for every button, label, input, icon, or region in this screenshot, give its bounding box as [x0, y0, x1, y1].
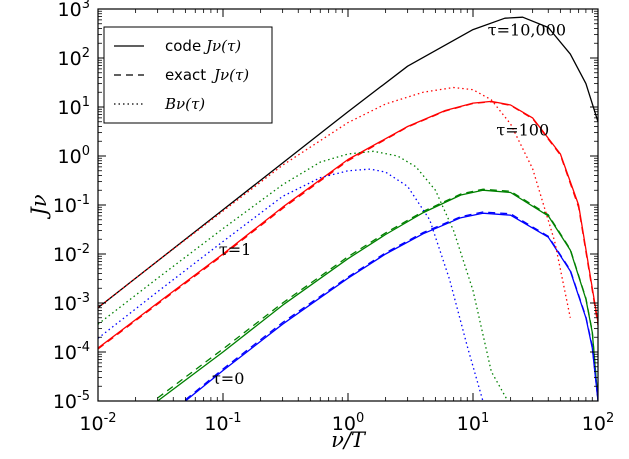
legend: code Jν(τ) exact Jν(τ) Bν(τ) [103, 26, 273, 124]
y-tick-label-8: 103 [58, 0, 90, 21]
y-tick-label-6: 101 [58, 95, 90, 119]
legend-math-blackbody: Bν(τ) [164, 95, 205, 113]
x-tick-label-0: 10-2 [79, 411, 116, 435]
series-line-1 [98, 100, 598, 349]
y-tick-label-2: 10-3 [53, 291, 90, 315]
annotation-label-2: τ=1 [219, 240, 251, 259]
series-line-9 [98, 168, 484, 401]
series-line-4 [157, 188, 598, 401]
series-line-8 [98, 150, 509, 401]
y-axis-label: Jν [27, 194, 51, 219]
legend-label-exact: exact [165, 66, 206, 84]
legend-label-code: code [165, 37, 201, 55]
y-tick-label-7: 102 [58, 46, 90, 70]
x-tick-label-3: 101 [457, 411, 489, 435]
annotation-label-1: τ=100 [496, 121, 549, 140]
legend-math-exact: Jν(τ) [211, 66, 249, 84]
series-line-2 [98, 101, 598, 350]
series-line-7 [98, 86, 571, 318]
annotations-layer: τ=10,000 τ=100 τ=1 τ=0 [212, 20, 566, 388]
x-axis-label: ν/T [331, 428, 367, 452]
annotation-label-0: τ=10,000 [488, 20, 566, 39]
series-line-0 [98, 16, 598, 309]
y-tick-label-4: 10-1 [53, 193, 90, 217]
y-tick-label-3: 10-2 [53, 242, 90, 266]
x-tick-label-4: 102 [582, 411, 614, 435]
ticks-layer: 10-2 10-1 100 101 10210-510-410-310-210-1100… [53, 0, 614, 435]
y-tick-label-0: 10-5 [53, 389, 90, 413]
y-tick-label-5: 100 [58, 144, 90, 168]
annotation-label-3: τ=0 [212, 369, 244, 388]
series-layer [98, 16, 598, 401]
x-tick-label-1: 10-1 [204, 411, 241, 435]
y-tick-label-1: 10-4 [53, 340, 90, 364]
legend-math-code: Jν(τ) [203, 37, 241, 55]
series-line-6 [184, 211, 598, 401]
